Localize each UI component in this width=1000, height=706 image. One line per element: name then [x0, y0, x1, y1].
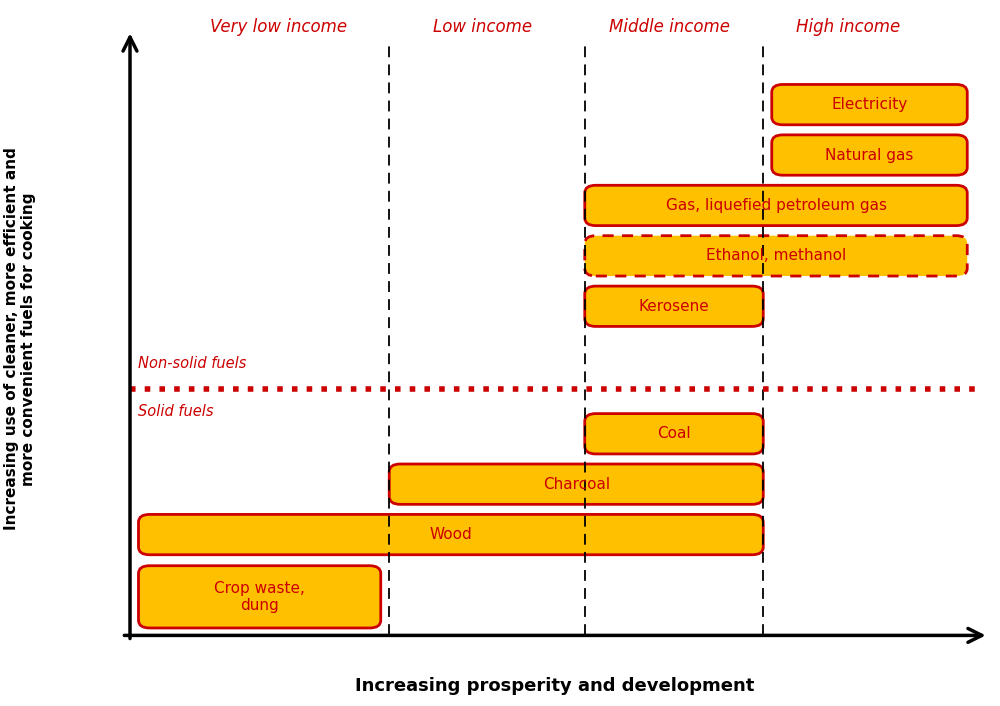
- FancyBboxPatch shape: [585, 185, 967, 226]
- Text: Natural gas: Natural gas: [825, 148, 914, 162]
- Text: Crop waste,
dung: Crop waste, dung: [214, 580, 305, 613]
- Text: High income: High income: [796, 18, 900, 37]
- Text: Coal: Coal: [657, 426, 691, 441]
- FancyBboxPatch shape: [138, 566, 381, 628]
- FancyBboxPatch shape: [772, 135, 967, 175]
- Text: Increasing use of cleaner, more efficient and
more convenient fuels for cooking: Increasing use of cleaner, more efficien…: [4, 148, 36, 530]
- FancyBboxPatch shape: [772, 85, 967, 125]
- Text: Non-solid fuels: Non-solid fuels: [138, 357, 247, 371]
- Text: Wood: Wood: [430, 527, 472, 542]
- FancyBboxPatch shape: [585, 286, 763, 326]
- FancyBboxPatch shape: [585, 236, 967, 276]
- Text: Gas, liquefied petroleum gas: Gas, liquefied petroleum gas: [666, 198, 887, 213]
- Text: Electricity: Electricity: [831, 97, 908, 112]
- Text: Middle income: Middle income: [609, 18, 730, 37]
- FancyBboxPatch shape: [389, 464, 763, 504]
- FancyBboxPatch shape: [138, 515, 763, 555]
- Text: Kerosene: Kerosene: [639, 299, 709, 313]
- Text: Very low income: Very low income: [210, 18, 347, 37]
- Text: Low income: Low income: [433, 18, 532, 37]
- Text: Increasing prosperity and development: Increasing prosperity and development: [355, 677, 755, 695]
- Text: Solid fuels: Solid fuels: [138, 404, 214, 419]
- FancyBboxPatch shape: [585, 414, 763, 454]
- Text: Charcoal: Charcoal: [543, 477, 610, 491]
- Text: Ethanol, methanol: Ethanol, methanol: [706, 249, 846, 263]
